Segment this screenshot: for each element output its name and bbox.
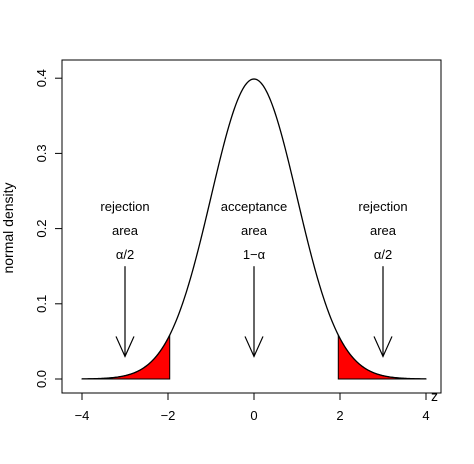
y-axis-label: normal density (0, 182, 16, 273)
y-tick-label: 0.4 (34, 69, 49, 87)
annotation-text: α/2 (374, 247, 392, 262)
x-tick-label: 0 (250, 408, 257, 423)
annotation-text: area (112, 223, 139, 238)
y-tick-label: 0.0 (34, 370, 49, 388)
y-tick-label: 0.1 (34, 295, 49, 313)
annotation-arrow-head (373, 336, 393, 358)
y-tick-label: 0.2 (34, 220, 49, 238)
normal-density-curve (81, 78, 427, 380)
annotation-arrow-head (115, 336, 135, 358)
annotation-text: 1−α (243, 247, 266, 262)
x-tick-label: −2 (161, 408, 176, 423)
x-tick-label: 4 (422, 408, 429, 423)
annotation-text: acceptance (221, 199, 288, 214)
annotation-2: rejection area α/2 (358, 199, 408, 358)
x-axis-label: z (431, 388, 438, 404)
annotation-text: rejection (100, 199, 149, 214)
annotation-text: rejection (358, 199, 407, 214)
y-tick-label: 0.3 (34, 144, 49, 162)
annotation-1: acceptance area 1−α (221, 199, 288, 358)
rejection-region-left (81, 334, 171, 380)
x-tick-label: 2 (336, 408, 343, 423)
annotation-text: area (241, 223, 268, 238)
annotation-text: α/2 (116, 247, 134, 262)
annotation-arrow-head (244, 336, 264, 358)
annotation-0: rejection area α/2 (100, 199, 150, 358)
x-tick-label: −4 (75, 408, 90, 423)
rejection-region-right (337, 334, 427, 380)
annotation-text: area (370, 223, 397, 238)
